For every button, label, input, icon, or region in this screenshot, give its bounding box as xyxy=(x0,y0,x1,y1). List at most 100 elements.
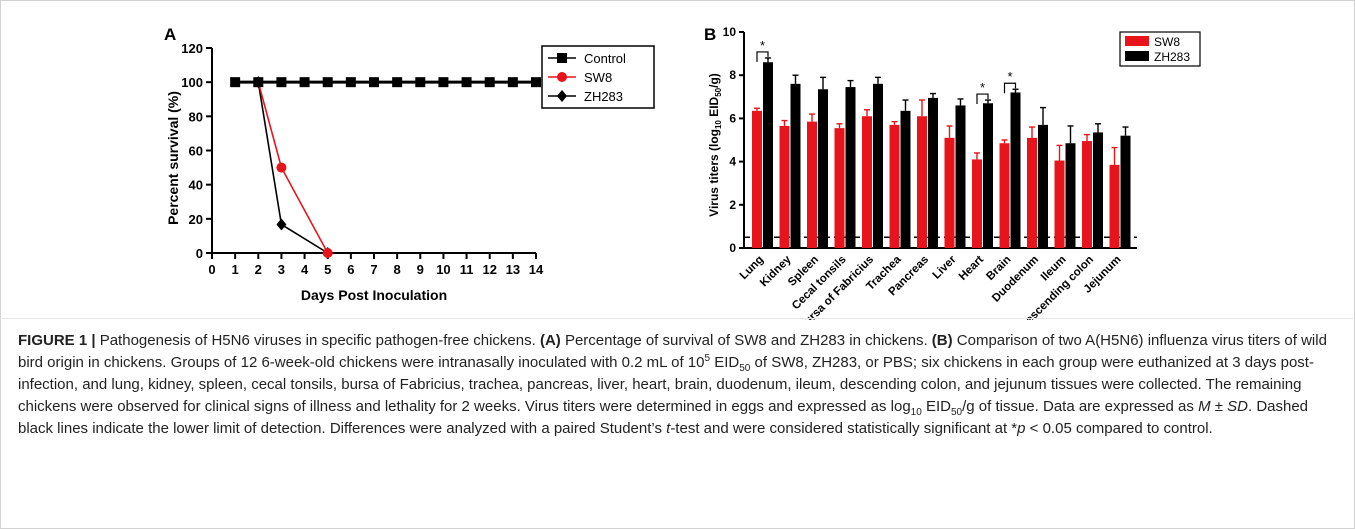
y-tick-label: 6 xyxy=(729,111,736,125)
caption-superscript: 5 xyxy=(704,353,711,364)
x-tick-label: 13 xyxy=(506,262,520,277)
y-tick-label: 60 xyxy=(189,144,203,159)
legend-swatch xyxy=(1125,51,1149,61)
data-point-control xyxy=(438,77,449,88)
y-tick-label: 20 xyxy=(189,212,203,227)
y-tick-label: 120 xyxy=(181,41,203,56)
bar-sw8 xyxy=(1054,160,1065,248)
significance-bracket xyxy=(1003,82,1017,94)
data-point-control xyxy=(415,77,426,88)
y-tick-label: 40 xyxy=(189,178,203,193)
bar-zh283 xyxy=(928,97,938,248)
bar-zh283 xyxy=(983,103,993,248)
data-point-sw8 xyxy=(322,248,333,258)
significance-marker: * xyxy=(980,80,985,95)
data-point-control xyxy=(345,77,356,88)
x-tick-label: 12 xyxy=(482,262,496,277)
data-point-control xyxy=(392,77,403,88)
figure-caption: FIGURE 1 | Pathogenesis of H5N6 viruses … xyxy=(18,330,1336,440)
caption-italic: M ± SD xyxy=(1198,398,1248,415)
bar-sw8 xyxy=(972,159,982,248)
data-point-control xyxy=(507,77,518,88)
legend-marker xyxy=(557,90,567,102)
bar-sw8 xyxy=(917,116,927,249)
bar-sw8 xyxy=(779,125,790,248)
legend-marker xyxy=(557,72,567,82)
y-tick-label: 8 xyxy=(729,68,736,82)
data-point-control xyxy=(253,77,264,88)
x-tick-label: 14 xyxy=(529,262,544,277)
caption-text: EID xyxy=(921,398,951,415)
caption-panel-b-ref: (B) xyxy=(931,332,953,349)
panel-b-label: B xyxy=(704,25,716,44)
data-point-sw8 xyxy=(276,162,287,173)
x-tick-label: 0 xyxy=(208,262,215,277)
panel-a-label: A xyxy=(164,25,176,44)
legend-label: SW8 xyxy=(1154,35,1180,49)
data-point-control xyxy=(531,77,541,88)
y-tick-label: 4 xyxy=(729,155,736,169)
x-tick-label: 8 xyxy=(394,262,401,277)
caption-text: /g of tissue. Data are expressed as xyxy=(962,398,1199,415)
caption-text: of SW8, ZH283, or PBS; six chickens in e… xyxy=(18,354,1314,415)
legend-marker xyxy=(557,53,567,63)
caption-text: Pathogenesis of H5N6 viruses in specific… xyxy=(95,332,540,349)
bar-zh283 xyxy=(873,83,883,248)
survival-x-label: Days Post Inoculation xyxy=(301,287,447,303)
data-point-control xyxy=(230,77,241,88)
x-tick-label: 2 xyxy=(255,262,262,277)
legend-label: Control xyxy=(584,51,626,66)
bar-sw8 xyxy=(807,121,817,248)
legend-label: ZH283 xyxy=(1154,50,1190,64)
y-tick-label: 100 xyxy=(181,75,203,90)
data-point-control xyxy=(322,77,333,88)
caption-divider xyxy=(0,318,1353,319)
y-tick-label: 10 xyxy=(723,25,737,39)
virus-titer-chart: B Virus titers (log10 EID50/g) 0 2 4 6 8 10 L… xyxy=(704,25,1201,320)
caption-subscript: 10 xyxy=(910,407,922,418)
y-tick-label: 0 xyxy=(729,241,736,255)
bar-zh283 xyxy=(818,89,828,249)
caption-italic: p xyxy=(1017,420,1026,437)
x-tick-label: 9 xyxy=(417,262,424,277)
y-tick-label: 2 xyxy=(729,198,736,212)
caption-text: < 0.05 compared to control. xyxy=(1025,420,1213,437)
significance-marker: * xyxy=(760,38,765,53)
x-tick-label: 5 xyxy=(324,262,331,277)
data-point-control xyxy=(484,77,495,88)
category-label: Heart xyxy=(957,254,986,283)
bar-zh283 xyxy=(1065,143,1076,248)
caption-italic: t xyxy=(666,420,671,437)
data-point-control xyxy=(461,77,472,88)
titer-y-label: Virus titers (log10 EID50/g) xyxy=(707,73,723,217)
bar-sw8 xyxy=(1027,137,1037,248)
x-tick-label: 6 xyxy=(347,262,354,277)
bar-zh283 xyxy=(1093,132,1103,248)
category-label: Liver xyxy=(931,253,959,281)
bar-sw8 xyxy=(1082,141,1092,248)
bar-zh283 xyxy=(763,62,773,248)
x-tick-label: 4 xyxy=(301,262,309,277)
y-tick-label: 80 xyxy=(189,109,203,124)
survival-series xyxy=(230,76,541,259)
caption-text: Comparison of two A(H5N6) influenza viru… xyxy=(18,332,1327,371)
bar-zh283 xyxy=(790,83,801,248)
series-line-sw8 xyxy=(257,81,329,254)
bar-zh283 xyxy=(1010,92,1021,248)
legend-label: SW8 xyxy=(584,70,612,85)
significance-bracket xyxy=(756,51,769,62)
x-tick-label: 11 xyxy=(460,262,474,277)
caption-subscript: 50 xyxy=(950,407,963,418)
caption-text: . Dashed black lines indicate the lower … xyxy=(18,398,1309,437)
bar-zh283 xyxy=(1120,135,1131,248)
legend-swatch xyxy=(1125,36,1149,46)
legend-label: ZH283 xyxy=(584,89,623,104)
bar-sw8 xyxy=(944,137,955,248)
caption-figure-label: FIGURE 1 | xyxy=(18,332,96,349)
x-tick-label: 1 xyxy=(232,262,239,277)
bar-sw8 xyxy=(889,124,900,248)
series-line-zh283 xyxy=(257,82,329,254)
caption-text: Percentage of survival of SW8 and ZH283 … xyxy=(560,332,932,349)
